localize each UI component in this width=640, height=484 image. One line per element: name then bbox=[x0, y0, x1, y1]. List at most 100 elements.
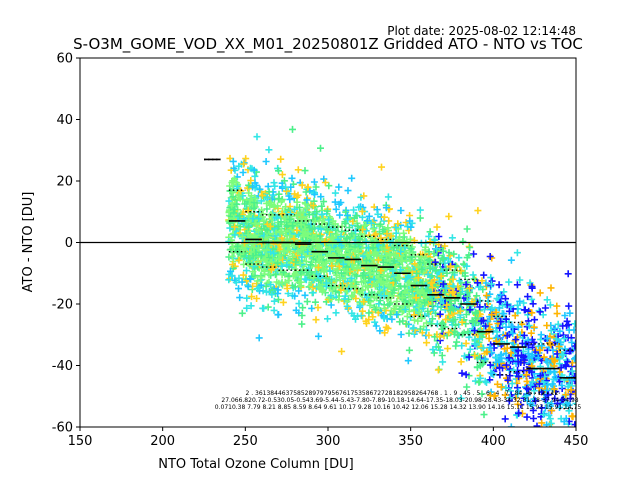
data-point bbox=[476, 362, 484, 370]
data-point bbox=[559, 395, 567, 403]
data-point bbox=[488, 311, 496, 319]
data-point bbox=[501, 391, 509, 399]
data-point bbox=[561, 312, 569, 319]
data-point bbox=[401, 244, 409, 252]
data-point bbox=[334, 235, 342, 243]
data-point bbox=[529, 406, 537, 414]
data-point bbox=[453, 338, 461, 346]
data-point bbox=[343, 278, 351, 285]
data-point bbox=[457, 267, 465, 275]
data-point bbox=[227, 267, 234, 275]
data-point bbox=[248, 213, 256, 221]
data-point bbox=[247, 302, 255, 310]
data-point bbox=[442, 265, 450, 273]
data-point bbox=[353, 272, 361, 280]
data-point bbox=[398, 257, 406, 265]
data-point bbox=[505, 307, 513, 315]
data-point bbox=[265, 254, 273, 262]
data-point bbox=[257, 252, 265, 260]
data-point bbox=[513, 249, 521, 257]
data-point bbox=[435, 233, 443, 240]
data-point bbox=[363, 217, 371, 225]
data-point bbox=[300, 213, 308, 221]
data-point bbox=[291, 265, 299, 273]
data-point bbox=[280, 247, 287, 255]
data-point bbox=[559, 322, 567, 330]
data-point bbox=[248, 293, 256, 301]
data-point bbox=[359, 252, 367, 260]
data-point bbox=[472, 308, 480, 316]
data-point bbox=[351, 283, 359, 291]
data-point bbox=[538, 388, 546, 396]
data-point bbox=[321, 179, 329, 186]
data-point bbox=[440, 280, 447, 288]
data-point bbox=[493, 295, 501, 303]
data-point bbox=[280, 177, 288, 185]
data-point bbox=[516, 297, 524, 305]
data-point bbox=[341, 251, 349, 259]
data-point bbox=[243, 294, 251, 302]
data-point bbox=[360, 192, 368, 200]
data-point bbox=[425, 248, 433, 256]
data-point bbox=[257, 273, 265, 281]
data-point bbox=[381, 329, 389, 337]
data-point bbox=[348, 291, 356, 299]
data-point bbox=[231, 223, 239, 231]
data-point bbox=[406, 217, 414, 225]
data-point bbox=[530, 387, 538, 395]
data-point bbox=[546, 415, 554, 423]
data-point bbox=[276, 228, 284, 236]
data-point bbox=[486, 361, 494, 369]
bin-annotations: 2 . 361384463758528979795676175358672728… bbox=[215, 390, 582, 411]
data-point bbox=[514, 352, 522, 360]
data-point bbox=[301, 291, 309, 299]
data-point bbox=[252, 226, 260, 234]
data-point bbox=[556, 404, 563, 411]
data-point bbox=[369, 225, 377, 233]
data-point bbox=[332, 309, 340, 317]
data-point bbox=[403, 320, 411, 328]
data-point bbox=[384, 324, 392, 332]
data-point bbox=[289, 125, 296, 133]
data-point bbox=[505, 354, 513, 362]
data-point bbox=[458, 342, 466, 350]
data-point bbox=[229, 261, 236, 268]
data-point bbox=[514, 400, 522, 408]
data-point bbox=[282, 183, 290, 191]
data-point bbox=[315, 283, 323, 291]
data-point bbox=[303, 204, 310, 212]
data-point bbox=[295, 287, 303, 295]
data-point bbox=[311, 298, 319, 306]
data-point bbox=[301, 167, 309, 175]
data-point bbox=[541, 373, 549, 381]
data-point bbox=[495, 356, 503, 364]
data-point bbox=[374, 210, 382, 218]
data-point bbox=[449, 275, 457, 283]
data-point bbox=[462, 320, 470, 328]
data-point bbox=[558, 382, 566, 389]
data-point bbox=[457, 394, 465, 402]
data-point bbox=[329, 217, 337, 225]
data-point bbox=[434, 303, 442, 310]
data-point bbox=[397, 282, 405, 290]
data-point bbox=[390, 286, 398, 294]
data-point bbox=[229, 177, 237, 185]
data-point bbox=[425, 232, 433, 240]
data-point bbox=[303, 269, 311, 277]
data-point bbox=[442, 316, 450, 324]
data-point bbox=[386, 310, 394, 318]
data-point bbox=[423, 339, 430, 347]
data-point bbox=[548, 407, 556, 414]
data-point bbox=[491, 392, 499, 400]
data-point bbox=[543, 334, 551, 342]
data-point bbox=[566, 395, 574, 403]
data-point bbox=[275, 195, 283, 203]
annotation-row-3: 0.0710.38 7.79 8.21 8.85 8.59 8.64 9.61 … bbox=[215, 404, 582, 411]
data-point bbox=[343, 267, 351, 275]
data-point bbox=[565, 326, 573, 334]
data-point bbox=[515, 409, 523, 417]
data-point bbox=[433, 223, 441, 231]
data-point bbox=[302, 276, 310, 284]
data-point bbox=[475, 378, 483, 386]
